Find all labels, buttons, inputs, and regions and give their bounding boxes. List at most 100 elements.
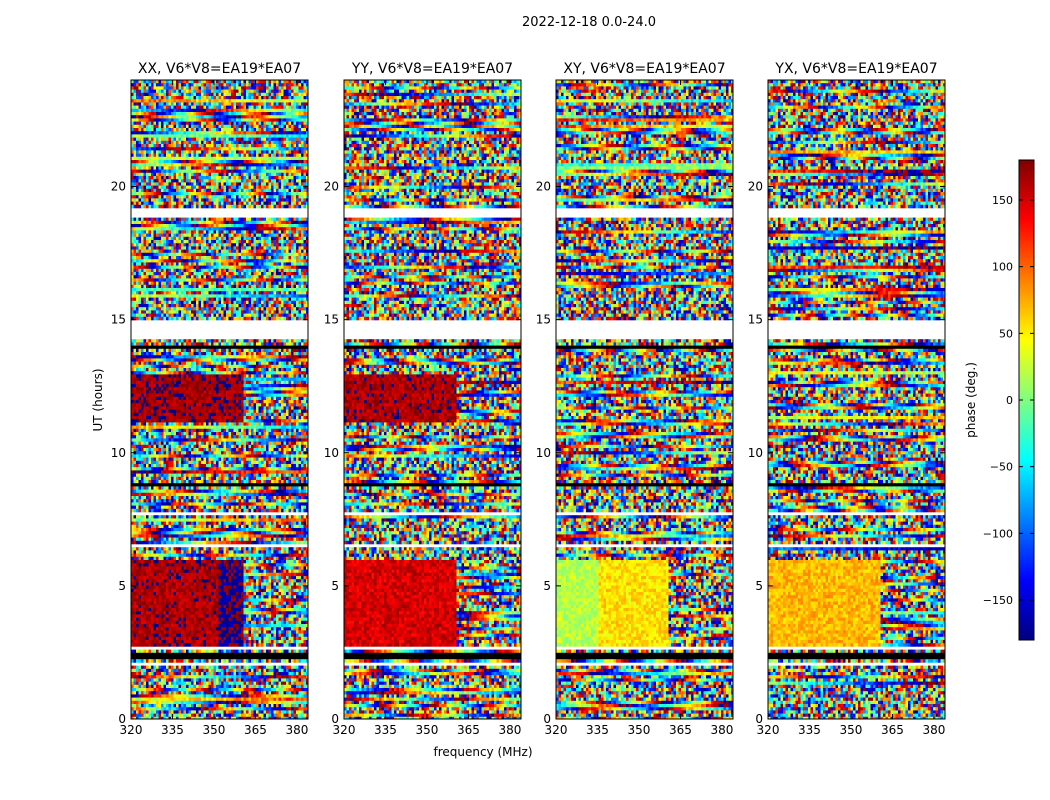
phase-cell (173, 86, 177, 90)
phase-cell (211, 144, 214, 148)
phase-cell (196, 166, 199, 170)
phase-cell (293, 163, 297, 167)
phase-cell (191, 185, 194, 190)
phase-cell (171, 233, 174, 238)
phase-cell (291, 112, 294, 116)
phase-cell (153, 128, 157, 132)
phase-cell (303, 284, 307, 289)
phase-cell (261, 140, 264, 145)
phase-cell (226, 217, 229, 222)
phase-cell (178, 272, 182, 276)
phase-cell (306, 96, 308, 100)
phase-cell (293, 217, 297, 222)
phase-cell (153, 220, 157, 225)
phase-cell (133, 108, 137, 113)
phase-cell (246, 252, 249, 257)
phase-cell (286, 240, 289, 244)
phase-cell (228, 272, 232, 276)
phase-cell (158, 83, 162, 87)
phase-cell (178, 195, 182, 199)
phase-cell (226, 108, 229, 113)
phase-cell (223, 179, 227, 183)
phase-cell (173, 166, 177, 170)
phase-cell (211, 300, 214, 305)
phase-cell (218, 86, 222, 90)
phase-cell (286, 105, 289, 110)
phase-cell (173, 121, 177, 126)
phase-cell (153, 121, 157, 126)
phase-cell (283, 230, 287, 234)
phase-cell (251, 176, 254, 180)
phase-cell (256, 96, 259, 100)
phase-cell (258, 259, 262, 263)
phase-cell (133, 176, 137, 180)
phase-cell (293, 240, 297, 244)
phase-cell (168, 140, 172, 145)
phase-cell (191, 259, 194, 263)
phase-cell (306, 128, 308, 132)
phase-cell (271, 284, 274, 289)
phase-cell (196, 281, 199, 286)
phase-cell (281, 128, 284, 132)
phase-cell (223, 131, 227, 135)
phase-cell (161, 195, 164, 199)
phase-cell (211, 185, 214, 190)
phase-cell (191, 304, 194, 308)
phase-cell (263, 204, 267, 209)
phase-cell (161, 227, 164, 231)
phase-cell (163, 156, 167, 161)
phase-cell (221, 284, 224, 289)
phase-cell (256, 102, 259, 106)
phase-cell (176, 128, 179, 132)
phase-cell (301, 166, 304, 170)
phase-cell (166, 160, 169, 164)
phase-cell (226, 105, 229, 110)
phase-cell (136, 105, 139, 110)
phase-cell (246, 259, 249, 263)
phase-cell (166, 176, 169, 180)
phase-cell (293, 131, 297, 135)
phase-cell (236, 300, 239, 305)
phase-cell (158, 278, 162, 282)
phase-cell (233, 92, 237, 97)
phase-cell (221, 179, 224, 183)
phase-cell (163, 198, 167, 202)
phase-cell (133, 137, 137, 142)
phase-cell (213, 300, 217, 305)
phase-cell (151, 102, 154, 106)
phase-cell (226, 240, 229, 244)
phase-cell (173, 284, 177, 289)
phase-cell (163, 265, 167, 270)
phase-cell (298, 153, 302, 158)
phase-cell (258, 80, 262, 84)
phase-cell (221, 291, 224, 295)
phase-cell (293, 89, 297, 94)
phase-cell (236, 105, 239, 110)
phase-cell (276, 124, 279, 129)
phase-cell (271, 278, 274, 282)
phase-cell (293, 160, 297, 164)
phase-cell (216, 275, 219, 279)
phase-cell (223, 176, 227, 180)
phase-cell (246, 227, 249, 231)
phase-cell (266, 137, 269, 142)
phase-cell (163, 284, 167, 289)
phase-cell (298, 192, 302, 196)
phase-cell (178, 140, 182, 145)
phase-cell (271, 169, 274, 174)
phase-cell (273, 249, 277, 254)
phase-cell (188, 83, 192, 87)
phase-cell (213, 137, 217, 142)
phase-cell (266, 272, 269, 276)
phase-cell (171, 243, 174, 247)
phase-cell (218, 92, 222, 97)
phase-cell (296, 112, 299, 116)
phase-cell (188, 220, 192, 225)
phase-cell (168, 284, 172, 289)
phase-cell (278, 217, 282, 222)
phase-cell (281, 262, 284, 266)
phase-cell (218, 108, 222, 113)
phase-cell (158, 310, 162, 314)
phase-cell (153, 86, 157, 90)
phase-cell (191, 153, 194, 158)
